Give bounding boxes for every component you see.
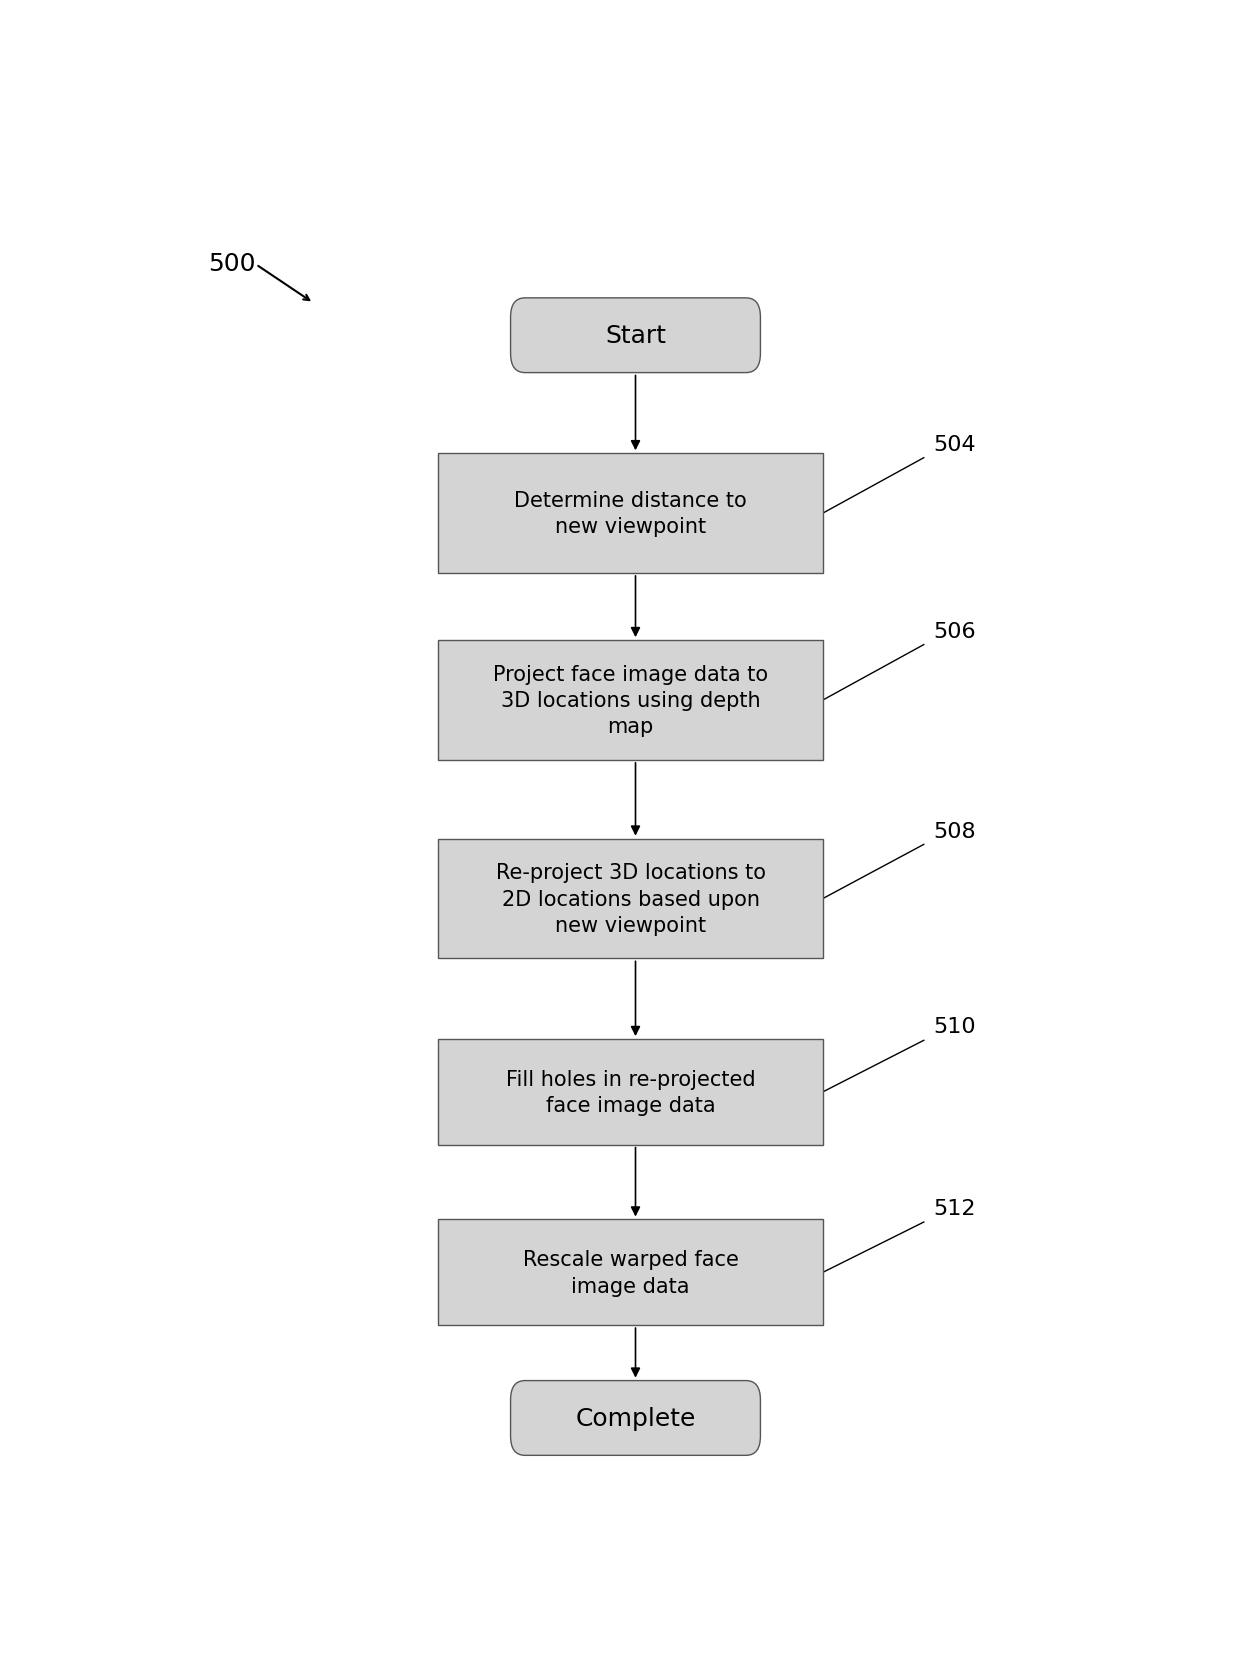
Bar: [439, 1039, 823, 1144]
Text: Fill holes in re-projected
face image data: Fill holes in re-projected face image da…: [506, 1069, 755, 1116]
FancyBboxPatch shape: [511, 1380, 760, 1456]
Text: 510: 510: [934, 1017, 976, 1037]
Text: Start: Start: [605, 325, 666, 348]
Text: Project face image data to
3D locations using depth
map: Project face image data to 3D locations …: [494, 664, 769, 738]
Text: Complete: Complete: [575, 1405, 696, 1430]
Text: Re-project 3D locations to
2D locations based upon
new viewpoint: Re-project 3D locations to 2D locations …: [496, 863, 765, 935]
Text: 504: 504: [934, 435, 976, 455]
Bar: [439, 1220, 823, 1325]
Text: 500: 500: [208, 253, 255, 276]
Text: Determine distance to
new viewpoint: Determine distance to new viewpoint: [515, 490, 746, 537]
Text: 512: 512: [934, 1198, 976, 1218]
Bar: [439, 641, 823, 761]
Bar: [439, 453, 823, 574]
Text: Rescale warped face
image data: Rescale warped face image data: [523, 1250, 739, 1295]
Bar: [439, 840, 823, 959]
Text: 506: 506: [934, 621, 976, 641]
Text: 508: 508: [934, 821, 976, 842]
FancyBboxPatch shape: [511, 299, 760, 373]
